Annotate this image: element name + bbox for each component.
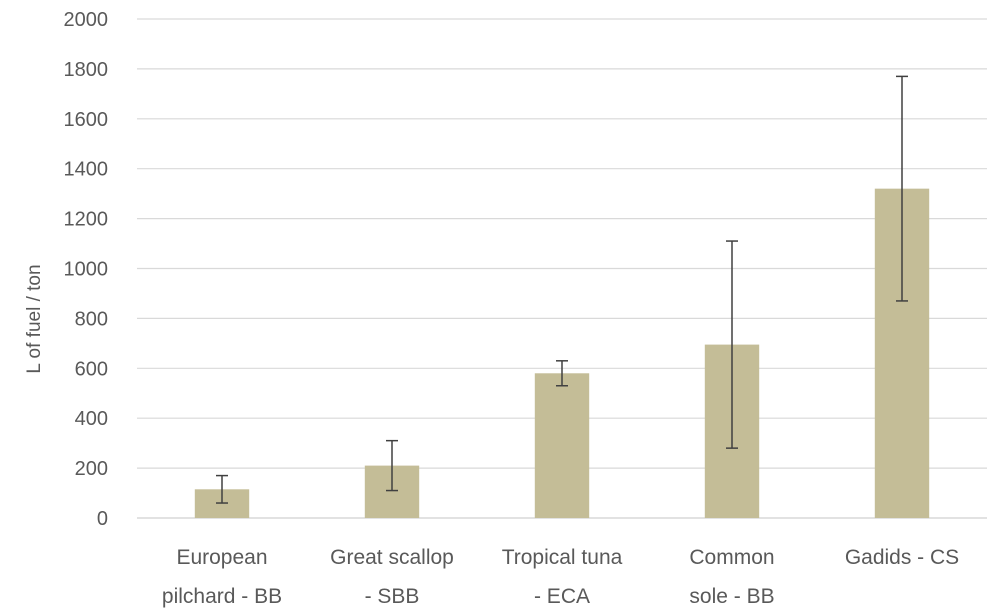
x-category-label: Common sole - BB — [689, 546, 774, 608]
error-bar — [386, 439, 398, 492]
y-tick-label: 1000 — [64, 259, 109, 281]
y-tick-label: 1800 — [64, 59, 109, 81]
x-category-label: European pilchard - BB — [162, 546, 282, 608]
y-tick-label: 400 — [75, 408, 108, 430]
gridlines — [137, 18, 987, 519]
bar — [534, 373, 590, 518]
x-category-label: Tropical tuna - ECA — [502, 546, 623, 608]
x-category-label: Great scallop - SBB — [330, 546, 454, 608]
error-bar — [896, 75, 908, 302]
y-tick-label: 800 — [75, 308, 108, 330]
y-tick-label: 1400 — [64, 159, 109, 181]
error-bar — [216, 474, 228, 504]
x-axis-labels: European pilchard - BB Great scallop - SBB T… — [162, 546, 959, 608]
error-bars — [216, 75, 908, 504]
y-tick-label: 0 — [97, 508, 108, 530]
y-tick-label: 2000 — [64, 9, 109, 31]
y-tick-label: 1600 — [64, 109, 109, 131]
y-axis-ticks: 0 200 400 600 800 1000 1200 1400 1600 1800 2000 — [64, 9, 109, 530]
y-axis-title: L of fuel / ton — [24, 264, 45, 373]
y-tick-label: 1200 — [64, 209, 109, 231]
y-tick-label: 600 — [75, 358, 108, 380]
error-bar — [556, 360, 568, 387]
y-tick-label: 200 — [75, 458, 108, 480]
x-category-label: Gadids - CS — [845, 546, 959, 569]
error-bar — [726, 240, 738, 449]
